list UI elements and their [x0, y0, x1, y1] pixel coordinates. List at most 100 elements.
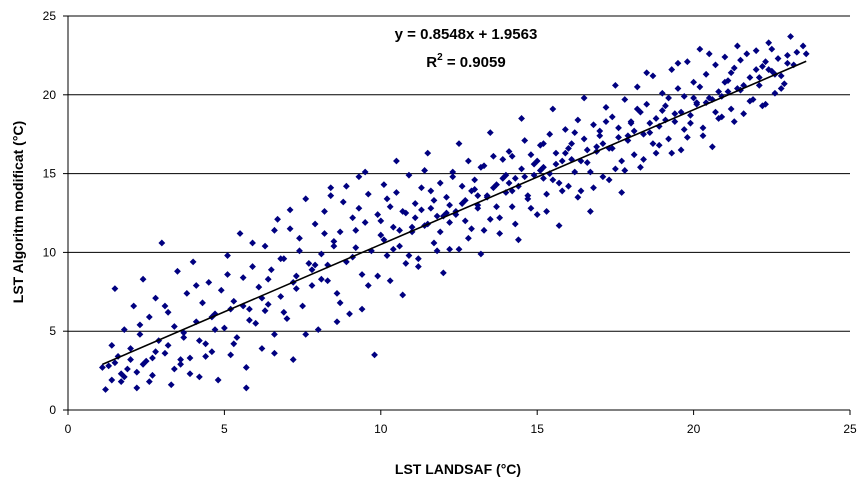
data-point	[361, 168, 369, 176]
data-point	[330, 237, 338, 245]
data-point	[468, 225, 475, 233]
data-point	[246, 305, 253, 313]
data-point	[730, 64, 738, 72]
data-point	[643, 69, 651, 77]
data-point	[286, 206, 294, 214]
data-point	[549, 176, 557, 184]
data-point	[784, 52, 791, 59]
data-point	[433, 247, 441, 255]
data-point	[793, 48, 801, 56]
data-point	[680, 92, 688, 100]
data-point	[311, 220, 319, 228]
data-point	[127, 345, 134, 352]
data-point	[364, 282, 372, 289]
x-tick-label-1: 5	[221, 422, 228, 436]
data-point	[396, 226, 403, 234]
data-point	[380, 181, 388, 189]
data-point	[461, 196, 469, 204]
data-point	[299, 302, 306, 310]
data-point	[386, 203, 394, 211]
data-point	[117, 378, 125, 386]
data-point	[258, 345, 266, 352]
data-point	[458, 200, 466, 207]
data-point	[149, 371, 156, 379]
data-point	[511, 220, 519, 228]
data-point	[311, 261, 319, 269]
data-point	[421, 167, 428, 174]
data-point	[321, 230, 328, 237]
data-point	[555, 222, 563, 230]
data-point	[464, 234, 472, 242]
data-point	[527, 204, 535, 212]
data-point	[302, 330, 310, 338]
data-point	[515, 236, 522, 244]
data-point	[342, 182, 350, 190]
data-point	[264, 301, 272, 308]
data-point	[280, 308, 288, 316]
x-tick-label-0: 0	[65, 422, 72, 436]
data-point	[205, 278, 213, 286]
data-point	[687, 111, 694, 119]
data-point	[242, 384, 250, 392]
data-point	[317, 250, 325, 258]
data-point	[127, 356, 134, 363]
data-point	[108, 341, 116, 349]
data-point	[202, 340, 210, 348]
data-point	[630, 151, 638, 159]
data-point	[799, 42, 807, 50]
data-point	[721, 53, 729, 61]
data-point	[361, 219, 369, 226]
data-point	[446, 201, 454, 209]
data-point	[533, 211, 541, 218]
data-point	[536, 167, 544, 174]
data-point	[383, 252, 391, 259]
data-point	[490, 184, 497, 192]
data-point	[433, 212, 441, 220]
data-point	[430, 196, 438, 204]
y-tick-label-0: 0	[49, 403, 56, 417]
data-point	[658, 107, 666, 114]
data-point	[471, 176, 479, 184]
data-point	[161, 349, 169, 357]
data-point	[746, 97, 754, 105]
data-point	[652, 149, 660, 157]
data-point	[712, 108, 719, 116]
data-point	[242, 364, 250, 371]
data-point	[496, 230, 504, 237]
data-point	[414, 263, 422, 270]
data-point	[195, 373, 203, 381]
data-point	[740, 110, 748, 118]
data-point	[715, 88, 723, 96]
data-point	[164, 308, 172, 316]
data-point	[511, 174, 519, 182]
data-point	[471, 185, 479, 193]
data-point	[712, 61, 719, 69]
data-point	[455, 140, 463, 148]
y-tick-label-2: 10	[43, 245, 57, 259]
data-point	[152, 348, 159, 356]
data-point	[649, 72, 657, 80]
data-point	[449, 173, 457, 181]
data-point	[627, 119, 635, 127]
y-tick-label-4: 20	[43, 88, 57, 102]
data-point	[458, 182, 466, 190]
data-point	[358, 305, 366, 313]
data-point	[271, 330, 278, 338]
data-point	[540, 140, 547, 148]
data-point	[208, 348, 216, 356]
data-point	[477, 250, 485, 258]
y-axis-title: LST Algoritm modificat (°C)	[10, 121, 26, 303]
data-point	[621, 96, 629, 103]
data-point	[746, 74, 754, 81]
data-point	[239, 274, 247, 282]
data-point	[518, 165, 525, 173]
data-point	[702, 99, 710, 107]
data-point	[486, 129, 494, 137]
data-point	[227, 351, 235, 359]
data-point	[211, 326, 219, 334]
data-point	[618, 189, 626, 196]
data-point	[139, 275, 147, 283]
data-point	[474, 201, 482, 209]
data-point	[480, 226, 488, 234]
data-point	[590, 184, 597, 192]
